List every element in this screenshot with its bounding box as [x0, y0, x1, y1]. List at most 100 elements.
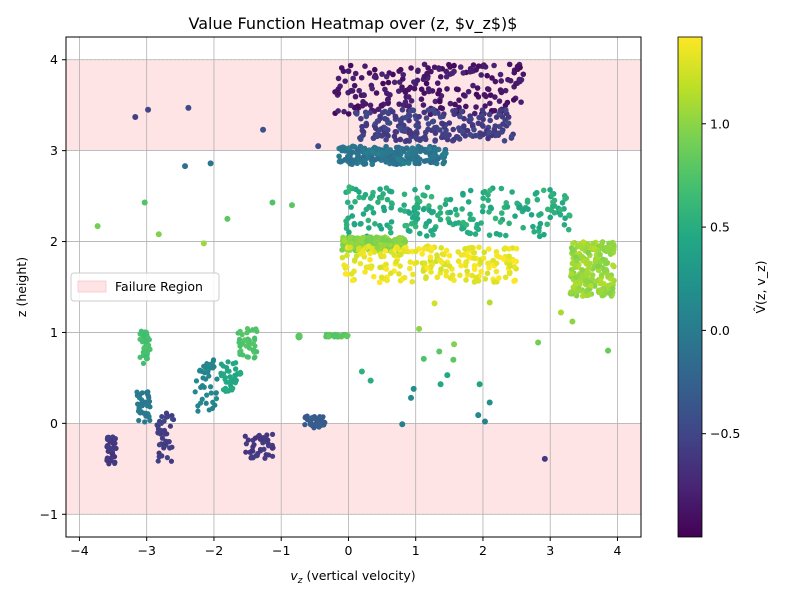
group-point: [352, 93, 359, 100]
group-point: [478, 259, 484, 265]
group-point: [424, 184, 431, 191]
group-point: [605, 272, 611, 278]
group-point: [497, 219, 504, 225]
cluster-point: [140, 332, 146, 338]
group-point: [457, 272, 463, 279]
cluster-point: [244, 330, 250, 336]
cluster-point: [112, 459, 118, 465]
group-point: [414, 201, 421, 208]
group-point: [479, 132, 485, 138]
isolated-point: [535, 339, 542, 346]
cluster-point: [244, 325, 251, 332]
group-point: [483, 93, 489, 100]
group-point: [479, 208, 486, 215]
group-point: [464, 253, 471, 259]
group-point: [384, 131, 390, 138]
cluster-point: [343, 333, 349, 339]
isolated-point: [416, 325, 423, 332]
group-point: [372, 221, 378, 227]
group-point: [570, 284, 577, 291]
group-point: [350, 75, 356, 82]
group-point: [486, 232, 493, 238]
group-point: [414, 215, 421, 222]
group-point: [363, 113, 370, 120]
group-point: [335, 90, 342, 97]
group-point: [471, 255, 477, 261]
group-point: [439, 120, 446, 127]
cluster-point: [252, 335, 258, 341]
cluster-point: [302, 422, 308, 428]
group-point: [410, 271, 416, 278]
group-point: [497, 71, 504, 78]
group-point: [429, 154, 435, 160]
cluster-point: [206, 407, 212, 413]
cluster-point: [164, 431, 170, 437]
group-point: [491, 279, 497, 285]
y-tick-label: 4: [50, 52, 58, 67]
group-point: [396, 234, 403, 241]
cluster-point: [164, 455, 170, 461]
isolated-point: [399, 421, 406, 428]
group-point: [345, 111, 352, 117]
group-point: [437, 114, 444, 120]
cluster-point: [145, 342, 152, 348]
group-point: [512, 213, 518, 219]
group-point: [376, 279, 383, 286]
isolated-point: [408, 394, 414, 401]
x-tick-label: 1: [412, 543, 420, 558]
group-point: [446, 252, 453, 259]
cluster-point: [158, 420, 164, 426]
group-point: [356, 245, 362, 252]
group-point: [485, 86, 492, 93]
group-point: [427, 254, 434, 260]
isolated-point: [444, 372, 451, 379]
y-tick-label: 1: [50, 325, 58, 340]
colorbar-ticks: −0.5 0.0 0.5 1.0: [702, 116, 740, 441]
group-point: [457, 64, 464, 70]
group-point: [378, 102, 385, 109]
group-point: [409, 278, 416, 285]
cluster-point: [257, 436, 263, 442]
group-point: [478, 268, 484, 275]
cluster-point: [266, 452, 272, 458]
group-point: [347, 234, 354, 240]
group-point: [480, 116, 486, 123]
y-tick-label: 2: [50, 234, 58, 249]
group-point: [421, 61, 428, 68]
group-point: [377, 113, 383, 120]
group-point: [585, 249, 591, 256]
cluster-point: [142, 419, 148, 425]
isolated-point: [486, 299, 493, 306]
group-point: [391, 149, 398, 156]
group-point: [356, 194, 363, 201]
group-point: [375, 199, 381, 205]
cluster-point: [144, 403, 150, 409]
group-point: [505, 120, 512, 127]
cluster-point: [104, 456, 110, 462]
cluster-point: [209, 361, 215, 367]
group-point: [443, 68, 450, 75]
cluster-point: [212, 402, 218, 408]
group-point: [381, 207, 388, 214]
cluster-point: [269, 453, 276, 459]
group-point: [425, 65, 431, 71]
group-point: [424, 264, 430, 271]
group-point: [363, 122, 369, 129]
group-point: [369, 149, 376, 155]
group-point: [462, 133, 469, 139]
group-point: [349, 143, 356, 150]
group-point: [360, 98, 366, 105]
group-point: [432, 137, 439, 143]
group-point: [438, 266, 444, 272]
cluster-point: [143, 329, 149, 335]
group-point: [410, 150, 416, 157]
group-point: [496, 98, 503, 104]
cluster-point: [317, 413, 323, 420]
x-tick-label: 4: [613, 543, 621, 558]
group-point: [387, 270, 394, 277]
y-tick-label: 0: [50, 416, 58, 431]
group-point: [591, 283, 598, 289]
group-point: [455, 86, 461, 93]
group-point: [502, 232, 509, 239]
group-point: [458, 262, 464, 269]
